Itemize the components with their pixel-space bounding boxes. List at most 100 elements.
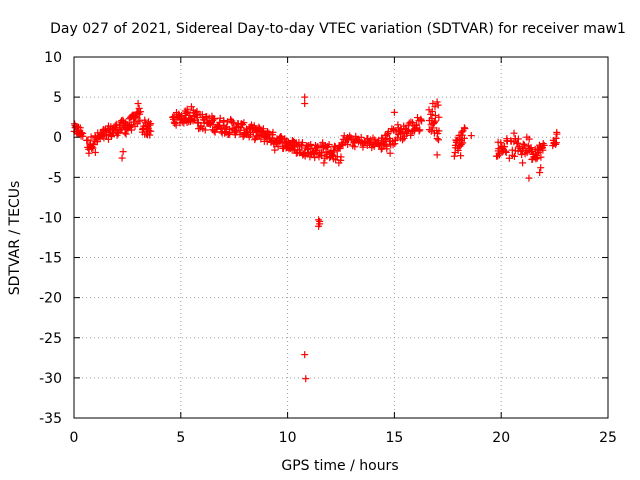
data-point — [274, 143, 282, 151]
y-tick-labels: 10 5 0 -5 -10 -15 -20 -25 -30 -35 — [39, 50, 62, 427]
x-tick-label: 25 — [599, 430, 617, 446]
data-point — [255, 123, 263, 131]
data-point — [134, 100, 142, 108]
plot-frame — [73, 56, 609, 419]
data-point — [221, 124, 229, 132]
data-point — [336, 145, 344, 153]
data-point — [301, 100, 309, 108]
data-point — [271, 146, 279, 154]
data-point — [335, 159, 343, 167]
data-point — [430, 118, 438, 126]
data-point — [147, 120, 155, 128]
data-point — [301, 351, 309, 359]
data-point — [79, 132, 87, 140]
data-point — [325, 140, 333, 148]
data-point — [216, 114, 224, 122]
data-point — [386, 149, 394, 157]
data-point — [425, 106, 433, 114]
data-point — [337, 153, 345, 161]
data-point — [398, 136, 406, 144]
data-point — [450, 152, 458, 160]
data-point — [519, 140, 527, 148]
data-point — [519, 159, 527, 167]
y-axis-label: SDTVAR / TECUs — [7, 181, 23, 296]
data-point — [383, 145, 391, 153]
data-point — [409, 119, 417, 127]
data-point — [418, 117, 426, 125]
data-point — [302, 375, 310, 383]
data-point — [553, 128, 561, 136]
data-point — [193, 107, 201, 115]
data-point — [315, 216, 323, 224]
data-point — [456, 135, 464, 143]
data-point — [510, 152, 518, 160]
data-point — [257, 135, 265, 143]
data-point — [91, 148, 99, 156]
data-point — [137, 108, 145, 116]
data-point — [84, 136, 92, 144]
data-point — [431, 111, 439, 119]
data-point — [126, 121, 134, 129]
data-point — [311, 154, 319, 162]
data-point — [407, 118, 415, 126]
data-point — [505, 154, 513, 162]
data-point — [315, 222, 323, 230]
data-point — [460, 124, 468, 132]
data-point — [172, 121, 180, 129]
data-point — [351, 143, 359, 151]
x-tick-label: 20 — [492, 430, 510, 446]
data-point — [147, 127, 155, 135]
data-point — [540, 141, 548, 149]
data-point — [510, 138, 518, 146]
data-point — [194, 119, 202, 127]
data-point — [183, 119, 191, 127]
data-point — [457, 140, 465, 148]
data-point — [502, 148, 510, 156]
data-point — [229, 119, 237, 127]
data-point — [172, 115, 180, 123]
data-point — [399, 129, 407, 137]
data-points — [70, 93, 561, 383]
data-point — [514, 135, 522, 143]
data-point — [90, 141, 98, 149]
data-point — [135, 104, 143, 112]
data-point — [433, 151, 441, 159]
data-point — [454, 146, 462, 154]
data-point — [112, 120, 120, 128]
x-tick-labels: 0 5 10 15 20 25 — [70, 430, 617, 446]
data-point — [389, 141, 397, 149]
grid — [74, 57, 608, 418]
data-point — [269, 128, 277, 136]
y-tick-label: -20 — [39, 291, 62, 307]
data-point — [301, 93, 309, 101]
data-point — [500, 143, 508, 151]
data-point — [525, 135, 533, 143]
y-tick-label: 10 — [44, 50, 62, 66]
data-point — [435, 113, 443, 121]
data-point — [407, 131, 415, 139]
x-tick-label: 10 — [279, 430, 297, 446]
data-point — [209, 120, 217, 128]
y-tick-label: 0 — [53, 130, 62, 146]
data-point — [250, 122, 258, 130]
data-point — [435, 136, 443, 144]
data-point — [317, 152, 325, 160]
data-point — [428, 107, 436, 115]
data-point — [121, 129, 129, 137]
x-axis-label: GPS time / hours — [281, 458, 398, 474]
data-point — [414, 114, 422, 122]
data-point — [552, 139, 560, 147]
data-point — [198, 111, 206, 119]
data-point — [316, 217, 324, 225]
y-tick-label: -15 — [39, 251, 62, 267]
data-point — [298, 139, 306, 147]
data-point — [429, 124, 437, 132]
data-point — [183, 105, 191, 113]
x-tick-label: 15 — [385, 430, 403, 446]
data-point — [307, 140, 315, 148]
data-point — [457, 152, 465, 160]
y-tick-label: -25 — [39, 331, 62, 347]
data-point — [314, 143, 322, 151]
data-point — [240, 119, 248, 127]
